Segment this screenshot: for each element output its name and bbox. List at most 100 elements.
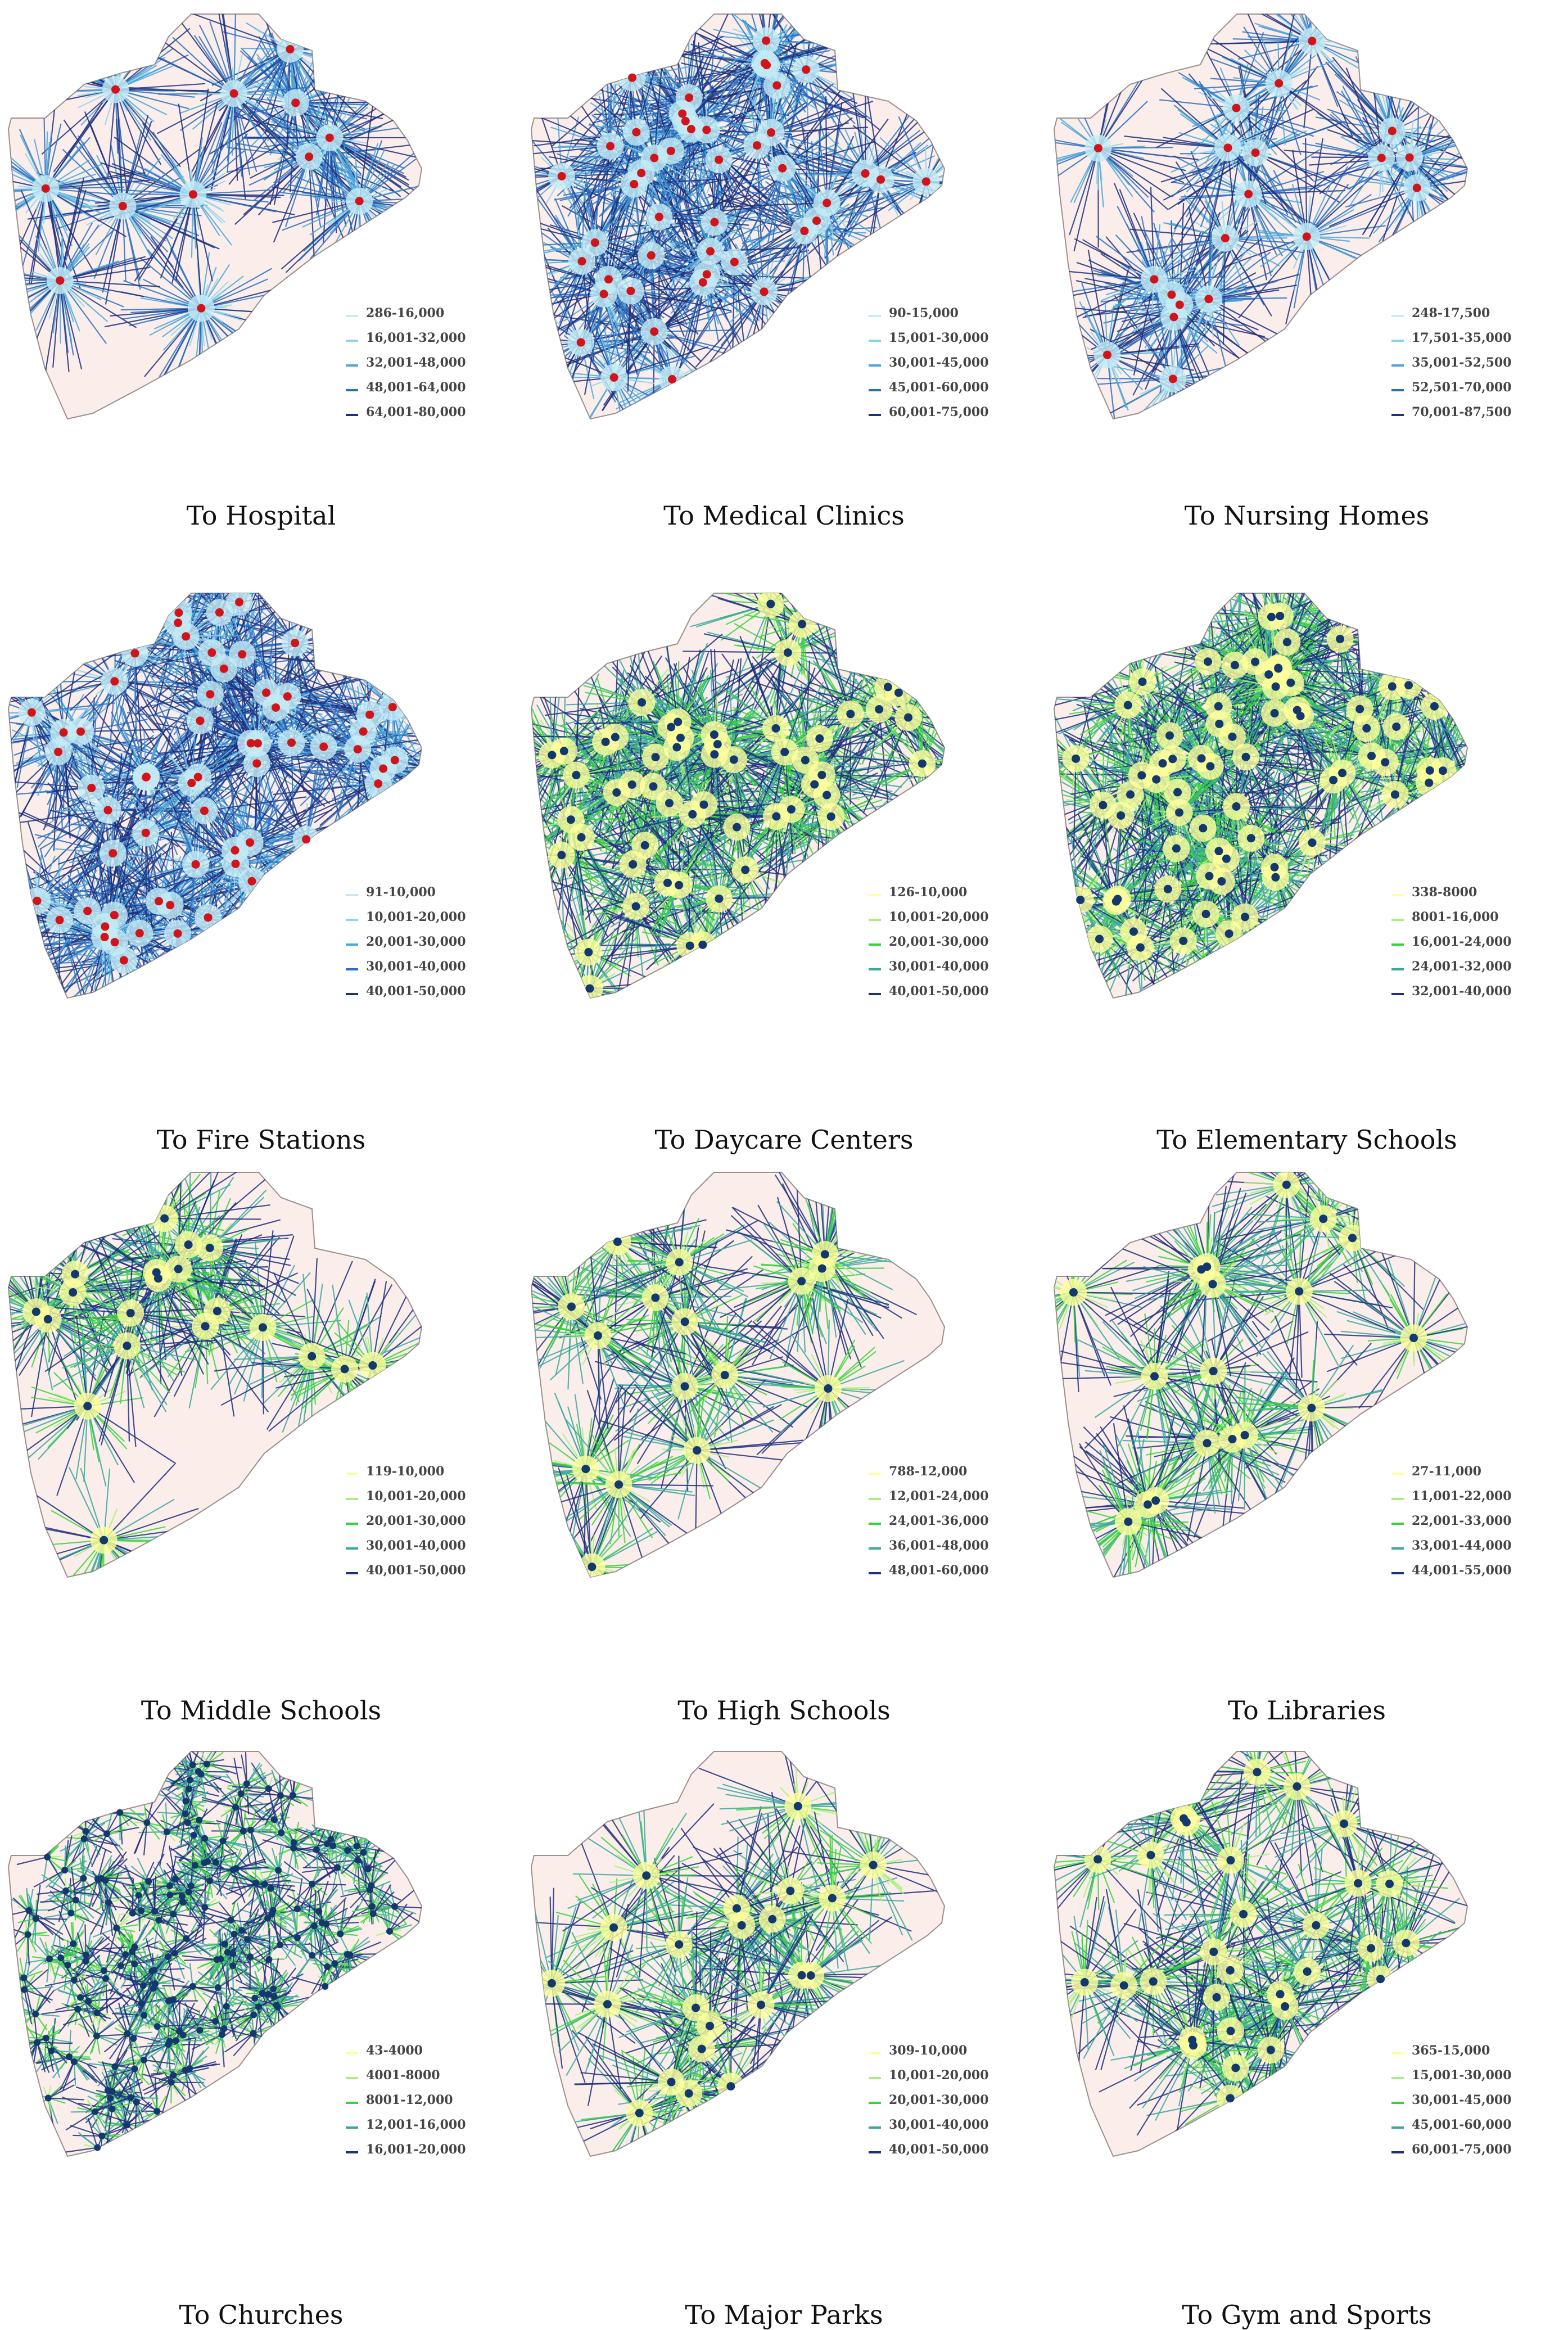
legend-item: 365-15,000 xyxy=(1391,2041,1560,2066)
facility-marker xyxy=(1367,1944,1375,1953)
legend-swatch xyxy=(869,2102,881,2104)
legend-item: 8001-16,000 xyxy=(1391,907,1560,932)
facility-marker xyxy=(182,1810,189,1817)
facility-marker xyxy=(100,1536,108,1545)
facility-marker xyxy=(1274,665,1282,673)
facility-marker xyxy=(828,1894,837,1902)
legend-label: 8001-12,000 xyxy=(366,2093,453,2107)
facility-marker xyxy=(674,717,682,726)
facility-marker xyxy=(250,2011,257,2018)
facility-marker xyxy=(60,728,68,737)
facility-marker xyxy=(74,2006,81,2012)
facility-marker xyxy=(1232,802,1240,811)
facility-marker xyxy=(365,711,374,719)
facility-marker xyxy=(129,1948,135,1955)
facility-marker xyxy=(692,2004,700,2012)
facility-marker xyxy=(174,1265,183,1274)
facility-marker xyxy=(567,815,575,824)
facility-marker xyxy=(1150,1372,1159,1380)
facility-marker xyxy=(172,1876,179,1882)
facility-marker xyxy=(823,199,831,207)
facility-marker xyxy=(548,751,556,759)
facility-marker xyxy=(675,881,683,889)
facility-marker xyxy=(655,213,663,221)
facility-marker xyxy=(201,1322,210,1330)
facility-marker xyxy=(632,128,640,137)
facility-marker xyxy=(20,1974,27,1981)
legend-label: 40,001-50,000 xyxy=(889,2142,989,2157)
facility-marker xyxy=(186,1786,192,1792)
facility-marker xyxy=(153,2108,160,2115)
legend-label: 45,001-60,000 xyxy=(889,380,989,395)
legend-swatch xyxy=(869,315,881,317)
facility-marker xyxy=(201,1835,208,1842)
facility-marker xyxy=(1204,295,1213,303)
facility-marker xyxy=(182,632,190,640)
facility-marker xyxy=(768,1915,776,1923)
facility-marker xyxy=(1340,1819,1348,1828)
facility-marker xyxy=(672,743,681,752)
legend-label: 43-4000 xyxy=(366,2043,423,2058)
facility-marker xyxy=(1275,79,1283,88)
legend-item: 16,001-20,000 xyxy=(346,2140,514,2165)
legend-label: 44,001-55,000 xyxy=(1412,1563,1512,1578)
legend-label: 17,501-35,000 xyxy=(1412,331,1512,345)
facility-marker xyxy=(44,1315,52,1324)
facility-marker xyxy=(294,1905,301,1912)
facility-marker xyxy=(681,1317,689,1326)
facility-marker xyxy=(365,1866,372,1872)
facility-marker xyxy=(1270,863,1278,872)
legend-swatch xyxy=(1391,1547,1404,1550)
legend-item: 48,001-64,000 xyxy=(346,378,514,403)
facility-marker xyxy=(187,1777,193,1783)
facility-marker xyxy=(1303,1967,1312,1976)
facility-marker xyxy=(604,275,613,283)
legend-item: 11,001-22,000 xyxy=(1391,1487,1560,1511)
legend-swatch xyxy=(1391,1473,1404,1475)
facility-marker xyxy=(262,688,270,697)
facility-marker xyxy=(189,1762,196,1768)
caption: To Hospital xyxy=(0,500,522,531)
facility-marker xyxy=(1388,127,1397,135)
facility-marker xyxy=(76,728,85,736)
legend-item: 35,001-52,500 xyxy=(1391,353,1560,378)
facility-marker xyxy=(1093,1855,1102,1863)
facility-marker xyxy=(1117,811,1125,820)
facility-marker xyxy=(802,65,810,74)
facility-marker xyxy=(1226,1856,1235,1864)
legend-label: 10,001-20,000 xyxy=(366,1489,466,1503)
legend-swatch xyxy=(1391,993,1404,995)
facility-marker xyxy=(667,723,675,731)
facility-marker xyxy=(183,1935,189,1942)
facility-marker xyxy=(309,1952,315,1959)
facility-marker xyxy=(1205,872,1213,880)
facility-marker xyxy=(111,85,120,94)
facility-marker xyxy=(138,1907,144,1914)
facility-marker xyxy=(688,810,697,819)
facility-marker xyxy=(122,1951,129,1958)
facility-marker xyxy=(1271,873,1280,882)
facility-marker xyxy=(341,1365,349,1373)
facility-marker xyxy=(165,1998,172,2004)
facility-marker xyxy=(876,175,885,184)
legend-item: 27-11,000 xyxy=(1391,1462,1560,1487)
legend-label: 11,001-22,000 xyxy=(1412,1489,1512,1503)
facility-marker xyxy=(1225,929,1233,938)
facility-marker xyxy=(606,142,614,150)
facility-marker xyxy=(766,600,775,608)
facility-marker xyxy=(143,1819,150,1826)
facility-marker xyxy=(230,89,238,98)
legend-label: 10,001-20,000 xyxy=(889,910,989,924)
legend-label: 30,001-45,000 xyxy=(889,355,989,370)
facility-marker xyxy=(28,708,36,717)
facility-marker xyxy=(1226,2094,1235,2102)
legend-item: 15,001-30,000 xyxy=(1391,2066,1560,2090)
facility-marker xyxy=(188,1882,195,1889)
legend-label: 10,001-20,000 xyxy=(889,2068,989,2083)
legend-swatch xyxy=(346,1473,358,1475)
legend-item: 16,001-32,000 xyxy=(346,328,514,353)
facility-marker xyxy=(1217,877,1226,886)
facility-marker xyxy=(706,2022,714,2030)
facility-marker xyxy=(189,190,197,198)
